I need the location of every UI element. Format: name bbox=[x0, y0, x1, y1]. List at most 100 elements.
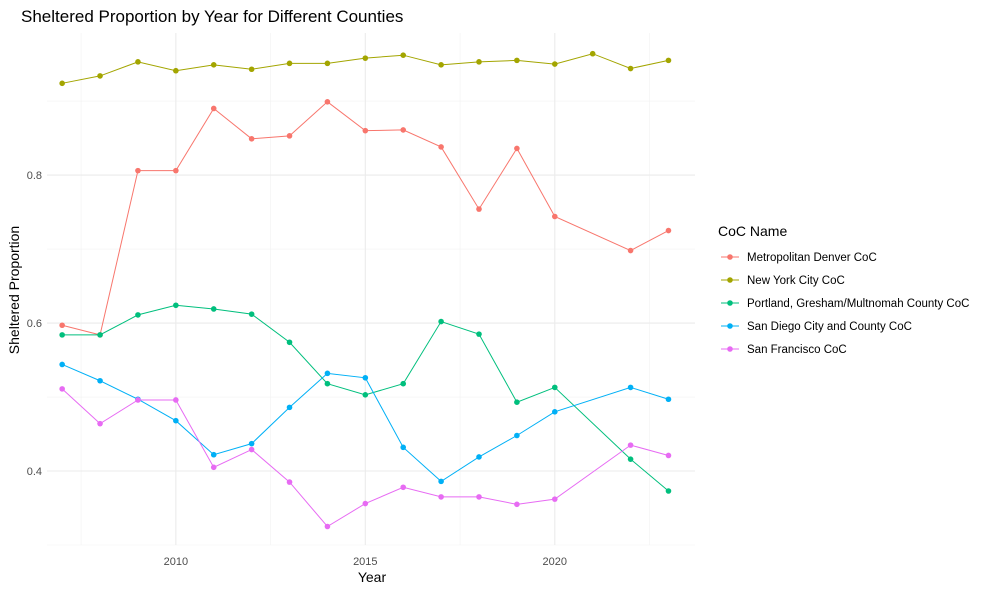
data-point bbox=[627, 456, 634, 462]
data-point bbox=[324, 370, 331, 377]
data-point bbox=[438, 144, 444, 150]
data-point bbox=[97, 73, 103, 79]
data-point bbox=[438, 494, 444, 500]
data-point bbox=[173, 417, 179, 424]
data-point bbox=[514, 432, 520, 439]
data-point bbox=[627, 384, 634, 391]
data-point bbox=[286, 133, 293, 139]
data-point bbox=[551, 384, 558, 391]
y-tick-label: 0.4 bbox=[27, 466, 42, 478]
data-point bbox=[210, 62, 217, 68]
major-gridlines bbox=[47, 33, 695, 545]
data-point bbox=[514, 145, 520, 152]
data-point bbox=[476, 494, 482, 500]
data-point bbox=[286, 404, 293, 411]
data-point bbox=[665, 396, 672, 403]
data-point bbox=[665, 452, 672, 459]
legend-label: San Diego City and County CoC bbox=[747, 321, 912, 333]
tick-labels: 2010 2015 2020 0.4 0.6 0.8 bbox=[27, 170, 567, 568]
x-tick-label: 2010 bbox=[164, 556, 188, 568]
data-point bbox=[135, 167, 141, 174]
data-point bbox=[324, 99, 331, 105]
data-point bbox=[173, 302, 179, 309]
legend-key-point bbox=[727, 300, 733, 306]
series-line bbox=[61, 364, 669, 482]
data-point bbox=[173, 167, 179, 174]
data-point bbox=[438, 478, 444, 485]
data-point bbox=[362, 374, 369, 381]
data-point bbox=[248, 446, 255, 453]
data-point bbox=[324, 380, 331, 387]
data-point bbox=[551, 496, 558, 502]
data-point bbox=[173, 67, 179, 74]
data-point bbox=[97, 332, 103, 338]
data-point bbox=[476, 206, 482, 212]
data-point bbox=[665, 227, 672, 234]
data-point bbox=[627, 65, 634, 72]
data-point bbox=[59, 386, 65, 392]
series-layer bbox=[59, 50, 672, 530]
data-point bbox=[589, 50, 596, 57]
data-point bbox=[514, 399, 520, 406]
series-2 bbox=[59, 302, 672, 494]
chart-title: Sheltered Proportion by Year for Differe… bbox=[21, 7, 403, 26]
x-tick-label: 2020 bbox=[543, 556, 567, 568]
y-axis-title: Sheltered Proportion bbox=[6, 226, 22, 354]
legend-title: CoC Name bbox=[718, 223, 787, 239]
data-point bbox=[286, 339, 293, 346]
data-point bbox=[324, 60, 331, 67]
data-point bbox=[210, 451, 217, 458]
legend: CoC Name Metropolitan Denver CoC New York… bbox=[718, 223, 969, 356]
data-point bbox=[248, 66, 255, 73]
x-tick-label: 2015 bbox=[353, 556, 377, 568]
data-point bbox=[59, 361, 65, 368]
series-4 bbox=[59, 386, 672, 530]
data-point bbox=[551, 213, 558, 220]
series-line bbox=[61, 388, 669, 528]
legend-key-point bbox=[727, 346, 733, 352]
data-point bbox=[476, 331, 482, 337]
data-point bbox=[362, 55, 369, 61]
data-point bbox=[286, 60, 293, 67]
legend-item: Metropolitan Denver CoC bbox=[721, 252, 877, 264]
data-point bbox=[551, 409, 558, 415]
data-point bbox=[400, 484, 407, 491]
data-point bbox=[400, 127, 407, 133]
series-1 bbox=[59, 50, 672, 87]
data-point bbox=[627, 442, 634, 448]
legend-key-point bbox=[727, 323, 733, 329]
data-point bbox=[210, 464, 217, 471]
data-point bbox=[400, 52, 407, 58]
data-point bbox=[59, 80, 65, 87]
minor-gridlines bbox=[47, 33, 695, 546]
legend-item: Portland, Gresham/Multnomah County CoC bbox=[721, 298, 969, 310]
data-point bbox=[135, 59, 141, 65]
data-point bbox=[627, 247, 634, 254]
series-line bbox=[62, 101, 669, 336]
x-axis-title: Year bbox=[358, 569, 387, 585]
data-point bbox=[362, 127, 369, 134]
data-point bbox=[173, 397, 179, 403]
data-point bbox=[59, 332, 65, 338]
y-tick-label: 0.8 bbox=[27, 170, 42, 182]
data-point bbox=[248, 136, 255, 142]
legend-key-point bbox=[727, 254, 733, 260]
legend-item: New York City CoC bbox=[721, 275, 845, 287]
data-point bbox=[476, 59, 482, 65]
legend-item: San Diego City and County CoC bbox=[721, 321, 912, 333]
data-point bbox=[438, 318, 444, 325]
data-point bbox=[665, 488, 672, 494]
data-point bbox=[362, 500, 369, 507]
data-point bbox=[551, 61, 558, 67]
data-point bbox=[665, 57, 672, 64]
data-point bbox=[400, 444, 407, 451]
legend-key-point bbox=[727, 277, 733, 283]
data-point bbox=[514, 501, 520, 508]
data-point bbox=[248, 311, 255, 317]
data-point bbox=[135, 397, 141, 403]
series-line bbox=[62, 304, 669, 492]
data-point bbox=[210, 306, 217, 312]
legend-label: New York City CoC bbox=[747, 275, 845, 287]
data-point bbox=[438, 62, 444, 68]
